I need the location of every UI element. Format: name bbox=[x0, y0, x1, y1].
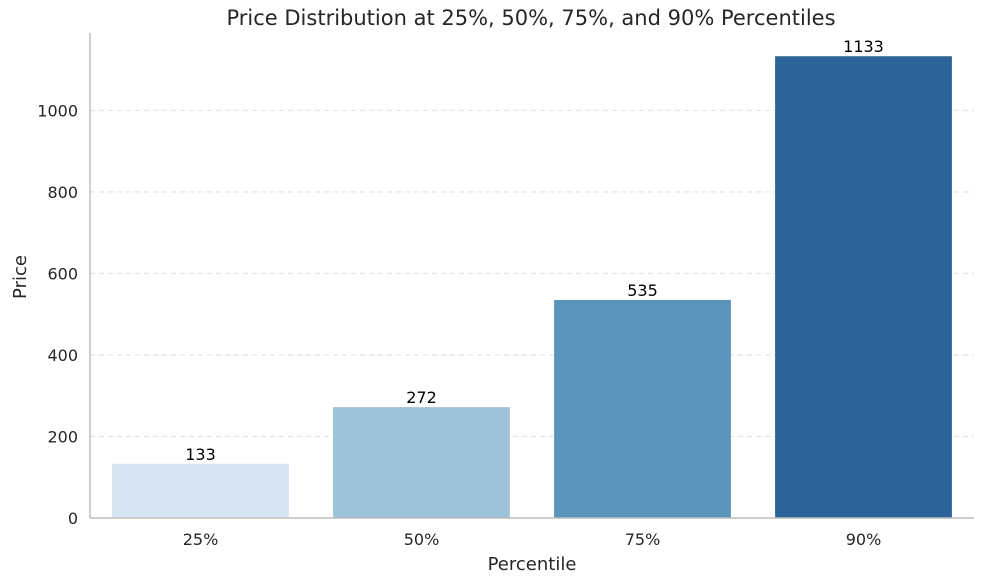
y-tick-label-400: 400 bbox=[47, 346, 78, 365]
bar-50pct[interactable] bbox=[333, 407, 510, 518]
y-tick-label-800: 800 bbox=[47, 183, 78, 202]
y-tick-label-1000: 1000 bbox=[37, 101, 78, 120]
bars bbox=[112, 56, 952, 519]
data-label-75pct: 535 bbox=[627, 281, 658, 300]
y-tick-label-200: 200 bbox=[47, 427, 78, 446]
axes bbox=[89, 33, 974, 519]
chart-title: Price Distribution at 25%, 50%, 75%, and… bbox=[226, 6, 835, 30]
y-tick-label-600: 600 bbox=[47, 264, 78, 283]
x-tick-label-50pct: 50% bbox=[404, 530, 440, 549]
data-labels: 133 272 535 1133 bbox=[185, 37, 884, 464]
x-axis-label: Percentile bbox=[488, 554, 577, 575]
data-label-25pct: 133 bbox=[185, 445, 216, 464]
bar-90pct[interactable] bbox=[775, 56, 952, 519]
bar-25pct[interactable] bbox=[112, 463, 289, 518]
grid-lines bbox=[90, 109, 974, 438]
y-tick-label-0: 0 bbox=[68, 509, 78, 528]
tick-labels: 25% 50% 75% 90% 0 200 400 600 800 1000 bbox=[37, 101, 881, 549]
y-axis-label: Price bbox=[10, 255, 31, 299]
data-label-50pct: 272 bbox=[406, 388, 437, 407]
x-tick-label-25pct: 25% bbox=[183, 530, 219, 549]
x-tick-label-90pct: 90% bbox=[846, 530, 882, 549]
data-label-90pct: 1133 bbox=[843, 37, 884, 56]
bar-75pct[interactable] bbox=[554, 299, 731, 518]
x-tick-label-75pct: 75% bbox=[625, 530, 661, 549]
